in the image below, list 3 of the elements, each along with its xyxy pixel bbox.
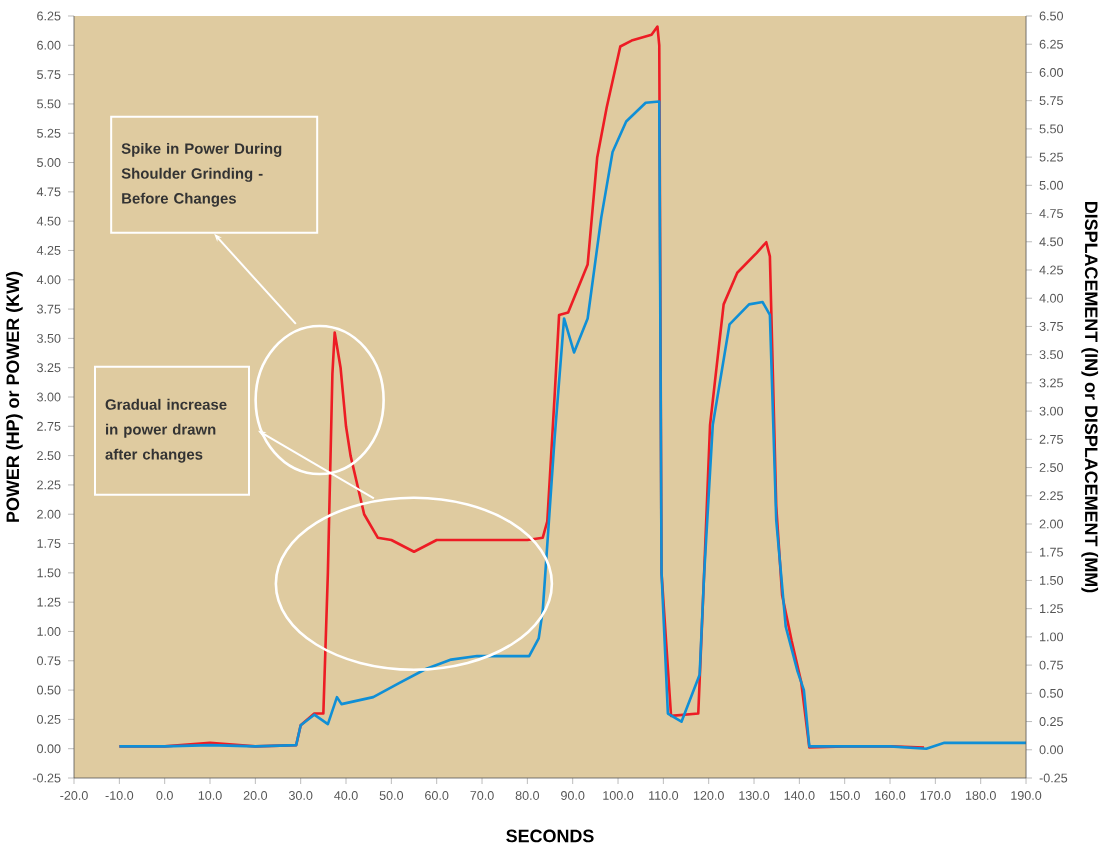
- x-axis-title: SECONDS: [506, 829, 594, 843]
- y-axis-title: POWER (HP) or POWER (KW): [5, 271, 23, 522]
- y2-axis-title: DISPLACEMENT (IN) or DISPLACEMENT (MM): [1081, 201, 1099, 593]
